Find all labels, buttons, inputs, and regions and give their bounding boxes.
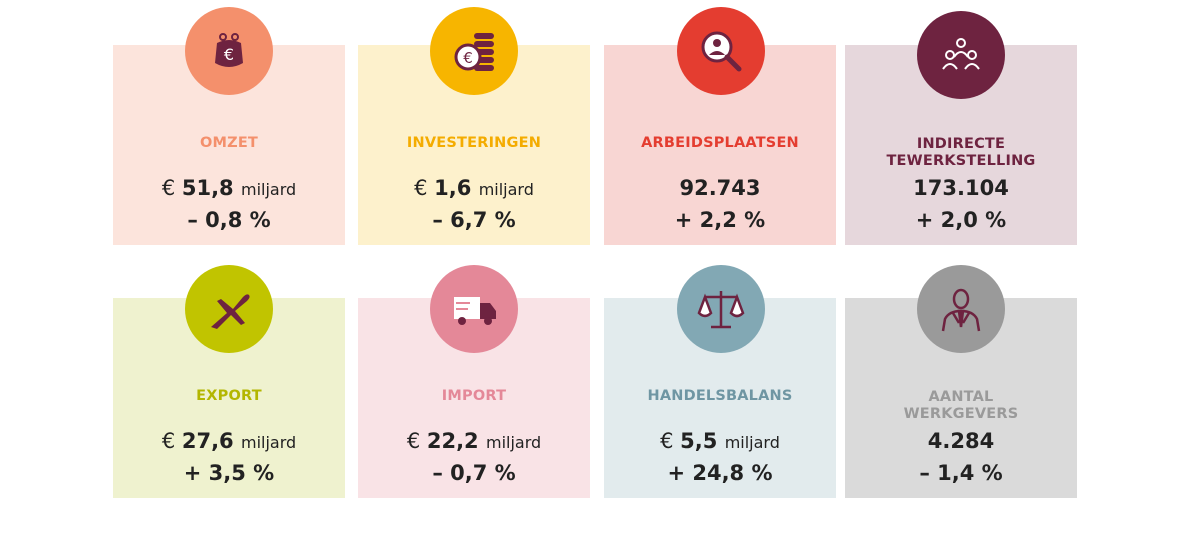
kpi-change: – 0,7 % <box>432 461 516 485</box>
delivery-truck-icon <box>430 265 518 353</box>
kpi-number: 92.743 <box>679 176 761 200</box>
svg-text:€: € <box>224 45 234 64</box>
kpi-label-line: TEWERKSTELLING <box>886 153 1036 169</box>
kpi-unit: miljard <box>478 180 534 199</box>
kpi-change: + 3,5 % <box>183 461 275 485</box>
kpi-label: AANTAL WERKGEVERS <box>845 389 1077 423</box>
kpi-number: 173.104 <box>913 176 1009 200</box>
kpi-change: – 0,8 % <box>187 208 271 232</box>
people-group-icon <box>917 11 1005 99</box>
purse-euro-icon: € <box>185 7 273 95</box>
kpi-value: € 51,8 miljard <box>113 173 345 205</box>
kpi-label: INVESTERINGEN <box>358 135 590 152</box>
currency-symbol: € <box>660 429 681 453</box>
kpi-change: – 6,7 % <box>432 208 516 232</box>
businessman-icon <box>917 265 1005 353</box>
kpi-label: ARBEIDSPLAATSEN <box>604 135 836 152</box>
kpi-number: 5,5 <box>680 429 718 453</box>
balance-scale-icon <box>677 265 765 353</box>
kpi-label-line: HANDELSBALANS <box>647 388 793 404</box>
kpi-number: 4.284 <box>927 429 995 453</box>
kpi-card-investeringen: INVESTERINGEN € 1,6 miljard – 6,7 % <box>358 45 590 245</box>
currency-symbol: € <box>161 176 182 200</box>
currency-symbol: € <box>161 429 182 453</box>
coins-euro-icon: € <box>430 7 518 95</box>
kpi-number: 1,6 <box>434 176 472 200</box>
kpi-change: + 2,0 % <box>915 208 1007 232</box>
kpi-label-line: IMPORT <box>441 388 507 404</box>
kpi-label-line: ARBEIDSPLAATSEN <box>641 135 799 151</box>
kpi-change: + 24,8 % <box>667 461 773 485</box>
kpi-value: € 5,5 miljard <box>604 426 836 458</box>
kpi-change: + 2,2 % <box>674 208 766 232</box>
svg-text:€: € <box>463 49 473 67</box>
kpi-value: € 1,6 miljard <box>358 173 590 205</box>
kpi-label: IMPORT <box>358 388 590 405</box>
kpi-value: 4.284 <box>845 426 1077 456</box>
magnifier-person-icon <box>677 7 765 95</box>
kpi-label: HANDELSBALANS <box>604 388 836 405</box>
kpi-change: – 1,4 % <box>919 461 1003 485</box>
kpi-label-line: OMZET <box>199 135 259 151</box>
kpi-label-line: EXPORT <box>196 388 262 404</box>
kpi-label-line: INDIRECTE <box>916 136 1006 152</box>
kpi-label-line: WERKGEVERS <box>903 406 1019 422</box>
airplane-icon <box>185 265 273 353</box>
currency-symbol: € <box>414 176 435 200</box>
kpi-number: 51,8 <box>181 176 234 200</box>
kpi-number: 22,2 <box>426 429 479 453</box>
kpi-label-line: AANTAL <box>928 389 994 405</box>
kpi-label: OMZET <box>113 135 345 152</box>
kpi-card-handelsbalans: HANDELSBALANS € 5,5 miljard + 24,8 % <box>604 298 836 498</box>
kpi-value: 173.104 <box>845 173 1077 203</box>
kpi-value: € 22,2 miljard <box>358 426 590 458</box>
kpi-unit: miljard <box>241 180 297 199</box>
kpi-number: 27,6 <box>181 429 234 453</box>
kpi-label: EXPORT <box>113 388 345 405</box>
currency-symbol: € <box>406 429 427 453</box>
kpi-unit: miljard <box>241 433 297 452</box>
kpi-unit: miljard <box>486 433 542 452</box>
kpi-unit: miljard <box>724 433 780 452</box>
kpi-value: 92.743 <box>604 173 836 203</box>
kpi-value: € 27,6 miljard <box>113 426 345 458</box>
kpi-label: INDIRECTE TEWERKSTELLING <box>845 136 1077 170</box>
kpi-label-line: INVESTERINGEN <box>406 135 542 151</box>
